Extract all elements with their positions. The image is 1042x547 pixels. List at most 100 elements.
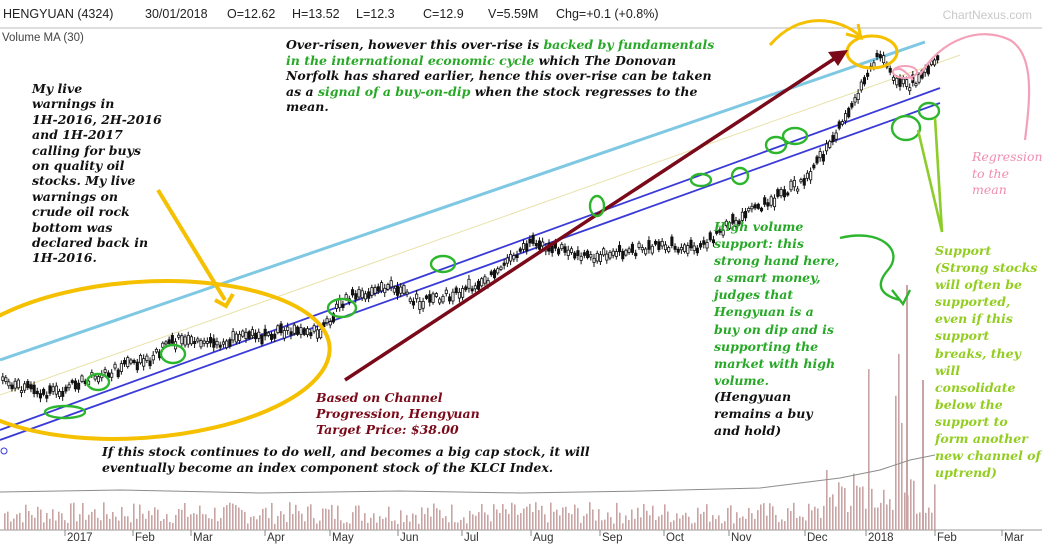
volume-bar <box>58 511 60 530</box>
volume-bar <box>193 513 195 530</box>
volume-bar <box>535 502 537 530</box>
volume-bar <box>307 506 309 530</box>
candle-body <box>186 334 190 345</box>
volume-bar <box>130 522 132 530</box>
volume-bar <box>145 518 147 530</box>
candle-body <box>380 282 384 292</box>
volume-bar <box>169 522 171 530</box>
upper-channel-line <box>0 40 926 362</box>
candle-body <box>189 336 194 345</box>
volume-bar <box>616 502 618 530</box>
volume-bar <box>802 516 804 530</box>
candle-body <box>129 359 133 364</box>
x-tick-label: May <box>332 532 354 544</box>
volume-bar <box>844 487 846 530</box>
volume-bar <box>880 502 882 530</box>
volume-bar <box>214 507 216 530</box>
candle-body <box>282 330 286 339</box>
candle-body <box>705 242 709 249</box>
candle-body <box>269 333 274 340</box>
volume-bar <box>196 514 198 530</box>
volume-bar <box>685 512 687 530</box>
volume-bar <box>34 517 36 530</box>
candle-body <box>434 293 438 297</box>
volume-bar <box>871 488 873 530</box>
candle-body <box>521 243 526 250</box>
volume-bar <box>718 515 720 530</box>
target-price-note: Based on Channel Progression, Hengyuan T… <box>316 390 480 438</box>
buy-and-hold-note: (Hengyuan remains a buy and hold) <box>714 388 813 439</box>
volume-bar <box>577 508 579 530</box>
candle-body <box>663 244 668 251</box>
candle-body <box>250 329 254 337</box>
volume-bar <box>805 520 807 530</box>
volume-bar <box>277 516 279 530</box>
candle-body <box>782 189 786 198</box>
candle-body <box>457 291 461 299</box>
candle-body <box>779 189 783 197</box>
candle-body <box>862 77 867 85</box>
volume-bar <box>346 522 348 530</box>
candle-body <box>461 288 465 298</box>
high-volume-text: High volume support: this strong hand he… <box>714 219 840 388</box>
volume-bar <box>472 514 474 530</box>
volume-bar <box>625 515 627 530</box>
volume-bar <box>406 515 408 530</box>
candle-body <box>312 325 316 332</box>
candle-body <box>260 335 264 345</box>
candle-body <box>1 376 5 381</box>
volume-bar <box>757 510 759 530</box>
volume-bar <box>67 522 69 530</box>
dip-circle <box>890 114 922 142</box>
candle-body <box>769 196 773 206</box>
candle-body <box>563 246 567 253</box>
volume-bar <box>421 507 423 530</box>
support-line-1 <box>916 129 944 233</box>
candle-body <box>202 340 206 344</box>
volume-bar <box>631 509 633 530</box>
candle-body <box>505 257 509 264</box>
volume-bar <box>76 521 78 530</box>
volume-bar <box>127 516 129 530</box>
candle-body <box>266 332 270 336</box>
candle-body <box>866 72 870 77</box>
top-line-1-green: backed by fundamentals <box>543 37 715 52</box>
yellow-swoosh-head <box>845 23 863 41</box>
volume-bar <box>247 523 249 530</box>
candle-body <box>528 238 532 244</box>
volume-bar <box>253 516 255 530</box>
volume-bar <box>319 520 321 530</box>
candle-body <box>476 280 481 290</box>
support-line-2 <box>933 117 944 233</box>
volume-bar <box>562 507 564 530</box>
volume-bar <box>412 513 414 530</box>
volume-bar <box>934 484 936 530</box>
candle-body <box>138 355 143 364</box>
candle-body <box>734 219 738 227</box>
candle-body <box>279 323 283 334</box>
volume-bar <box>811 510 813 530</box>
volume-bar <box>313 518 315 530</box>
volume-bar <box>772 506 774 530</box>
low-label: L=12.3 <box>356 7 395 21</box>
candle-body <box>525 243 529 252</box>
candle-body <box>579 255 583 261</box>
candle-body <box>640 247 644 251</box>
volume-bar <box>478 512 480 530</box>
x-tick-label: Jul <box>464 532 479 544</box>
volume-bar <box>322 508 324 530</box>
open-label: O=12.62 <box>227 7 276 21</box>
volume-bar <box>448 522 450 530</box>
candle-body <box>657 241 661 250</box>
volume-bar <box>373 513 375 530</box>
candle-body <box>292 324 296 334</box>
yellow-ellipse <box>0 279 332 441</box>
volume-bar <box>745 518 747 530</box>
volume-bar <box>670 522 672 530</box>
support-text: Support (Strong stocks will often be sup… <box>935 243 1041 481</box>
volume-bar <box>514 504 516 530</box>
volume-bar <box>337 505 339 530</box>
candle-body <box>93 375 97 380</box>
volume-bar <box>457 522 459 530</box>
candle-body <box>853 97 857 103</box>
